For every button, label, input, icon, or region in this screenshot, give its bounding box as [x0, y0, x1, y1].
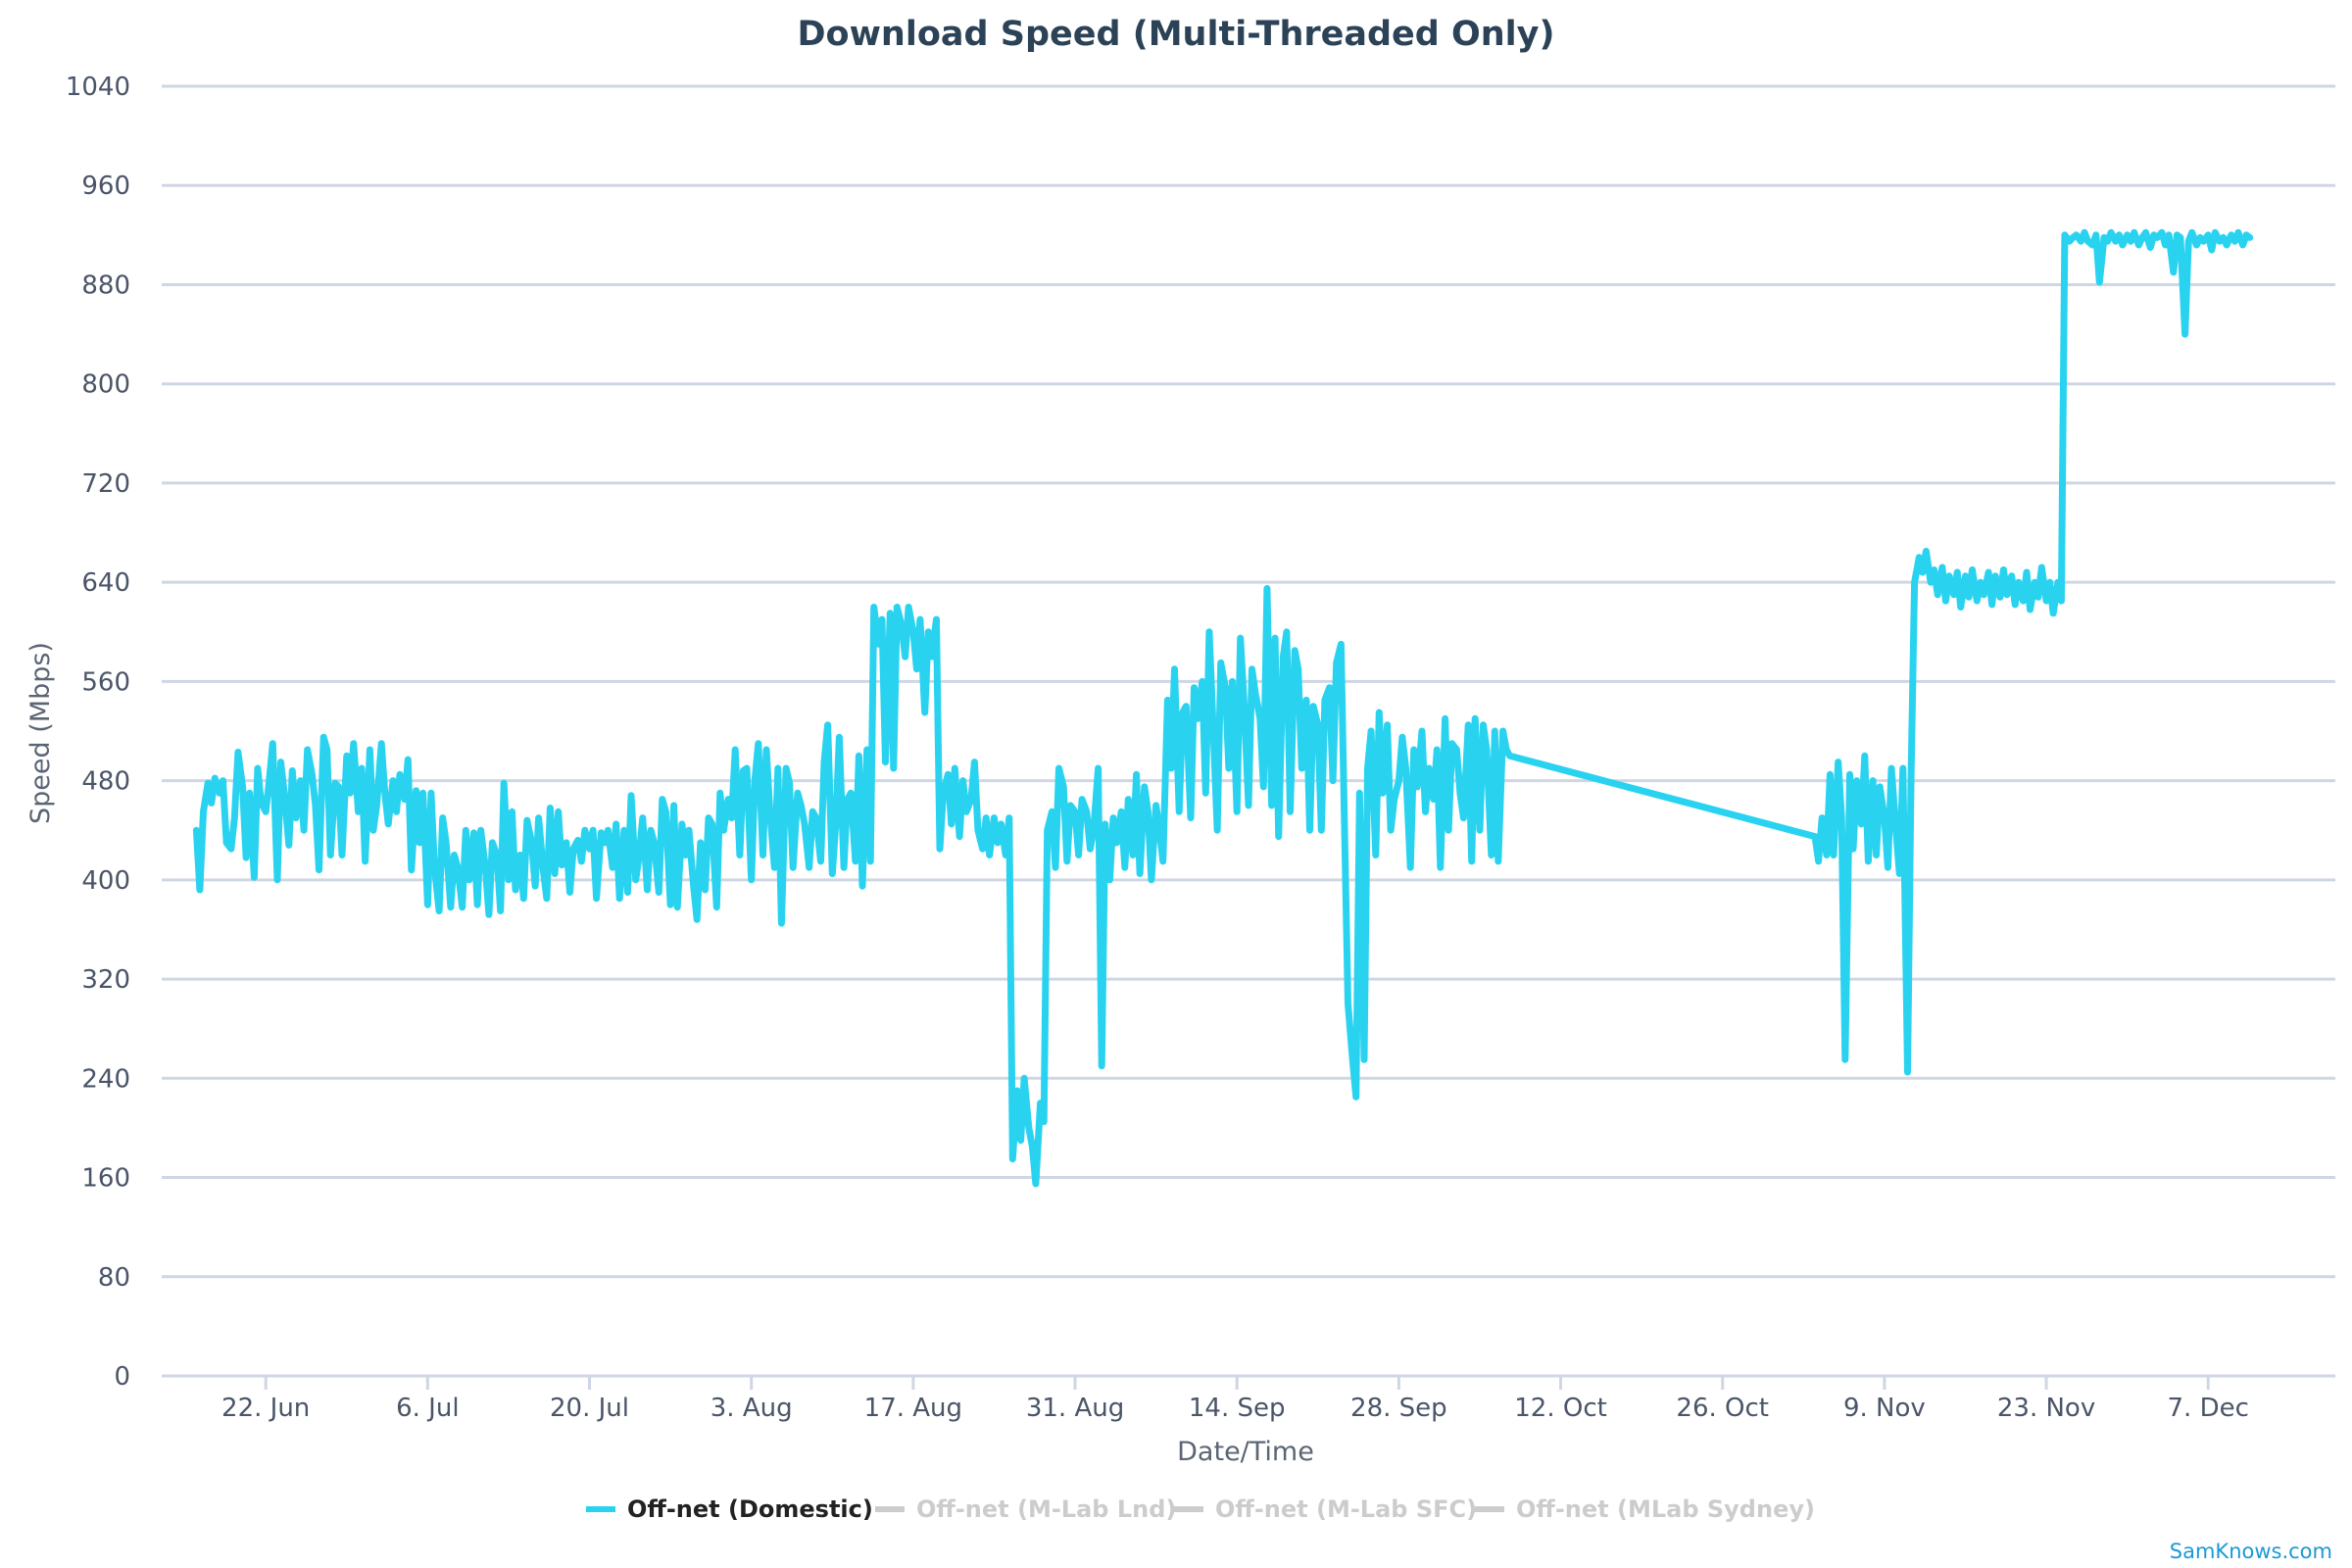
y-tick-label: 560 — [81, 667, 130, 697]
legend-label: Off-net (M-Lab Lnd) — [916, 1495, 1176, 1523]
credits-link[interactable]: SamKnows.com — [2170, 1540, 2332, 1563]
legend: Off-net (Domestic) Off-net (M-Lab Lnd) Off… — [586, 1495, 1815, 1523]
legend-label: Off-net (Domestic) — [627, 1495, 873, 1523]
y-tick-label: 640 — [81, 568, 130, 598]
y-tick-label: 0 — [114, 1362, 130, 1392]
x-tick-label: 17. Aug — [864, 1394, 962, 1423]
x-tick-label: 12. Oct — [1514, 1394, 1607, 1423]
x-axis-ticks: 22. Jun 6. Jul 20. Jul 3. Aug 17. Aug 31. Aug… — [221, 1376, 2249, 1423]
y-tick-label: 480 — [81, 767, 130, 797]
x-tick-label: 3. Aug — [710, 1394, 793, 1423]
y-tick-label: 720 — [81, 469, 130, 499]
y-tick-label: 800 — [81, 370, 130, 400]
legend-item-3[interactable]: Off-net (MLab Sydney) — [1475, 1495, 1815, 1523]
legend-item-0[interactable]: Off-net (Domestic) — [586, 1495, 873, 1523]
y-tick-label: 960 — [81, 172, 130, 201]
y-tick-label: 80 — [98, 1263, 130, 1293]
x-tick-label: 31. Aug — [1026, 1394, 1124, 1423]
y-axis-ticks: 0 80 160 240 320 400 480 560 640 720 800 880 960 1040 — [66, 73, 130, 1392]
y-axis-title: Speed (Mbps) — [25, 642, 56, 824]
x-tick-label: 6. Jul — [396, 1394, 459, 1423]
x-tick-label: 9. Nov — [1843, 1394, 1926, 1423]
y-tick-label: 1040 — [66, 73, 130, 102]
x-tick-label: 14. Sep — [1189, 1394, 1286, 1423]
chart-title: Download Speed (Multi-Threaded Only) — [798, 15, 1555, 54]
x-axis-title: Date/Time — [1177, 1437, 1314, 1467]
legend-item-1[interactable]: Off-net (M-Lab Lnd) — [875, 1495, 1176, 1523]
x-tick-label: 26. Oct — [1676, 1394, 1769, 1423]
series-layer — [192, 228, 2254, 1188]
y-tick-label: 240 — [81, 1064, 130, 1094]
series-line-0[interactable] — [192, 228, 2254, 1188]
legend-item-2[interactable]: Off-net (M-Lab SFC) — [1174, 1495, 1477, 1523]
y-tick-label: 400 — [81, 866, 130, 896]
y-tick-label: 160 — [81, 1164, 130, 1194]
x-tick-label: 23. Nov — [1997, 1394, 2095, 1423]
x-tick-label: 28. Sep — [1350, 1394, 1447, 1423]
legend-label: Off-net (M-Lab SFC) — [1215, 1495, 1477, 1523]
x-tick-label: 7. Dec — [2168, 1394, 2249, 1423]
x-tick-label: 20. Jul — [550, 1394, 629, 1423]
legend-label: Off-net (MLab Sydney) — [1516, 1495, 1815, 1523]
y-tick-label: 880 — [81, 270, 130, 300]
y-tick-label: 320 — [81, 965, 130, 995]
x-tick-label: 22. Jun — [221, 1394, 310, 1423]
